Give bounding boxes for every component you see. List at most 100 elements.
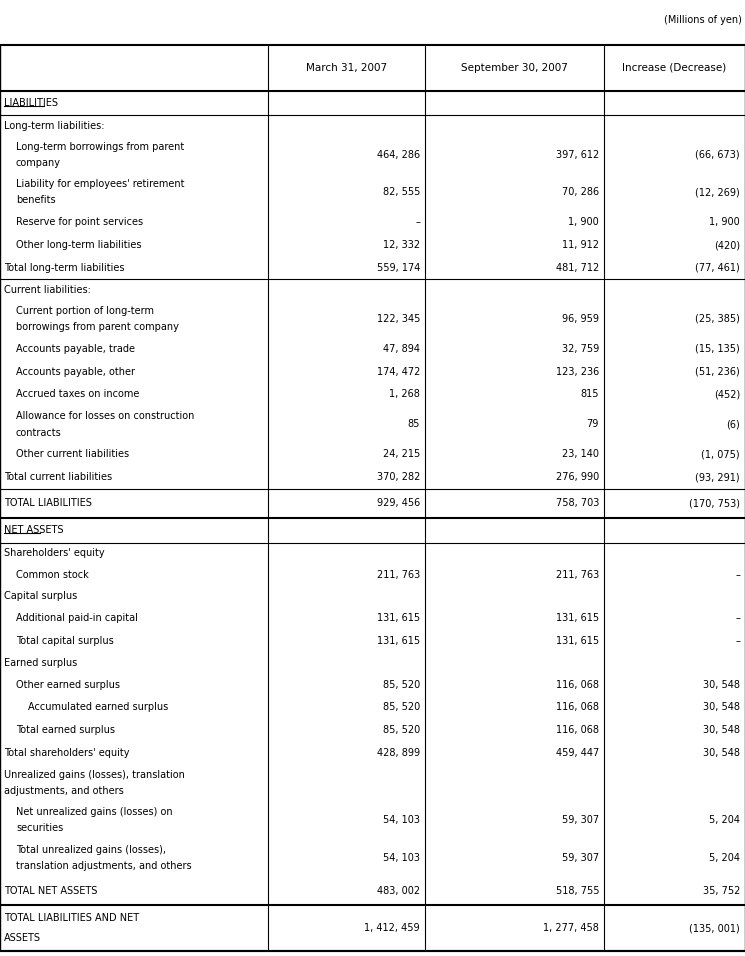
Text: 23, 140: 23, 140 — [562, 449, 599, 460]
Text: (1, 075): (1, 075) — [701, 449, 740, 460]
Text: (Millions of yen): (Millions of yen) — [664, 15, 742, 25]
Text: Common stock: Common stock — [16, 570, 89, 579]
Text: 122, 345: 122, 345 — [377, 314, 420, 324]
Text: 370, 282: 370, 282 — [377, 472, 420, 482]
Text: 518, 755: 518, 755 — [556, 886, 599, 896]
Text: 12, 332: 12, 332 — [383, 240, 420, 250]
Text: –: – — [735, 636, 740, 646]
Text: TOTAL NET ASSETS: TOTAL NET ASSETS — [4, 886, 98, 896]
Text: securities: securities — [16, 823, 63, 834]
Text: 123, 236: 123, 236 — [556, 366, 599, 377]
Text: Accounts payable, other: Accounts payable, other — [16, 366, 135, 377]
Text: 116, 068: 116, 068 — [556, 726, 599, 735]
Text: 1, 900: 1, 900 — [568, 217, 599, 228]
Text: 32, 759: 32, 759 — [562, 344, 599, 354]
Text: Liability for employees' retirement: Liability for employees' retirement — [16, 179, 185, 189]
Text: Accumulated earned surplus: Accumulated earned surplus — [28, 703, 168, 712]
Text: Other earned surplus: Other earned surplus — [16, 680, 120, 689]
Text: 5, 204: 5, 204 — [709, 815, 740, 825]
Text: (135, 001): (135, 001) — [689, 923, 740, 933]
Text: March 31, 2007: March 31, 2007 — [306, 63, 387, 73]
Text: 47, 894: 47, 894 — [383, 344, 420, 354]
Text: 1, 412, 459: 1, 412, 459 — [364, 923, 420, 933]
Text: 428, 899: 428, 899 — [377, 748, 420, 758]
Text: 481, 712: 481, 712 — [556, 263, 599, 272]
Text: 59, 307: 59, 307 — [562, 815, 599, 825]
Text: benefits: benefits — [16, 195, 56, 206]
Text: –: – — [415, 217, 420, 228]
Text: 1, 268: 1, 268 — [389, 389, 420, 400]
Text: Long-term borrowings from parent: Long-term borrowings from parent — [16, 141, 184, 152]
Text: Total current liabilities: Total current liabilities — [4, 472, 112, 482]
Text: Net unrealized gains (losses) on: Net unrealized gains (losses) on — [16, 807, 173, 817]
Text: (93, 291): (93, 291) — [695, 472, 740, 482]
Text: Additional paid-in capital: Additional paid-in capital — [16, 613, 138, 623]
Text: (452): (452) — [714, 389, 740, 400]
Text: Total earned surplus: Total earned surplus — [16, 726, 115, 735]
Text: –: – — [735, 613, 740, 623]
Text: (25, 385): (25, 385) — [695, 314, 740, 324]
Text: (77, 461): (77, 461) — [695, 263, 740, 272]
Text: 79: 79 — [586, 420, 599, 429]
Text: 174, 472: 174, 472 — [377, 366, 420, 377]
Text: 30, 548: 30, 548 — [703, 726, 740, 735]
Text: Reserve for point services: Reserve for point services — [16, 217, 143, 228]
Text: –: – — [735, 570, 740, 579]
Text: 85, 520: 85, 520 — [383, 703, 420, 712]
Text: 82, 555: 82, 555 — [383, 187, 420, 197]
Text: Current liabilities:: Current liabilities: — [4, 285, 91, 294]
Text: 1, 900: 1, 900 — [709, 217, 740, 228]
Text: (66, 673): (66, 673) — [695, 150, 740, 160]
Text: September 30, 2007: September 30, 2007 — [461, 63, 568, 73]
Text: 559, 174: 559, 174 — [377, 263, 420, 272]
Text: 116, 068: 116, 068 — [556, 680, 599, 689]
Text: 59, 307: 59, 307 — [562, 853, 599, 862]
Text: LIABILITIES: LIABILITIES — [4, 98, 58, 108]
Text: 30, 548: 30, 548 — [703, 748, 740, 758]
Text: 11, 912: 11, 912 — [562, 240, 599, 250]
Text: 96, 959: 96, 959 — [562, 314, 599, 324]
Text: Other long-term liabilities: Other long-term liabilities — [16, 240, 142, 250]
Text: Increase (Decrease): Increase (Decrease) — [622, 63, 726, 73]
Text: (15, 135): (15, 135) — [695, 344, 740, 354]
Text: 131, 615: 131, 615 — [556, 613, 599, 623]
Text: adjustments, and others: adjustments, and others — [4, 786, 124, 796]
Text: 70, 286: 70, 286 — [562, 187, 599, 197]
Text: ASSETS: ASSETS — [4, 933, 41, 944]
Text: 35, 752: 35, 752 — [703, 886, 740, 896]
Text: 24, 215: 24, 215 — [383, 449, 420, 460]
Text: 815: 815 — [580, 389, 599, 400]
Text: (170, 753): (170, 753) — [689, 498, 740, 509]
Text: Shareholders' equity: Shareholders' equity — [4, 548, 104, 558]
Text: Total long-term liabilities: Total long-term liabilities — [4, 263, 124, 272]
Text: (420): (420) — [714, 240, 740, 250]
Text: TOTAL LIABILITIES AND NET: TOTAL LIABILITIES AND NET — [4, 913, 139, 923]
Text: company: company — [16, 158, 61, 168]
Text: Total unrealized gains (losses),: Total unrealized gains (losses), — [16, 844, 166, 855]
Text: Accounts payable, trade: Accounts payable, trade — [16, 344, 135, 354]
Text: contracts: contracts — [16, 427, 62, 438]
Text: Allowance for losses on construction: Allowance for losses on construction — [16, 411, 194, 422]
Text: 131, 615: 131, 615 — [377, 613, 420, 623]
Text: 131, 615: 131, 615 — [556, 636, 599, 646]
Text: 54, 103: 54, 103 — [383, 853, 420, 862]
Text: 1, 277, 458: 1, 277, 458 — [543, 923, 599, 933]
Text: NET ASSETS: NET ASSETS — [4, 525, 63, 535]
Text: TOTAL LIABILITIES: TOTAL LIABILITIES — [4, 498, 92, 509]
Text: Current portion of long-term: Current portion of long-term — [16, 306, 154, 315]
Text: 276, 990: 276, 990 — [556, 472, 599, 482]
Text: 211, 763: 211, 763 — [377, 570, 420, 579]
Text: 211, 763: 211, 763 — [556, 570, 599, 579]
Text: 85, 520: 85, 520 — [383, 680, 420, 689]
Text: 464, 286: 464, 286 — [377, 150, 420, 160]
Text: Other current liabilities: Other current liabilities — [16, 449, 129, 460]
Text: 54, 103: 54, 103 — [383, 815, 420, 825]
Text: Total shareholders' equity: Total shareholders' equity — [4, 748, 130, 758]
Text: 483, 002: 483, 002 — [377, 886, 420, 896]
Text: 30, 548: 30, 548 — [703, 703, 740, 712]
Text: Capital surplus: Capital surplus — [4, 592, 77, 601]
Text: (12, 269): (12, 269) — [695, 187, 740, 197]
Text: 116, 068: 116, 068 — [556, 703, 599, 712]
Text: 131, 615: 131, 615 — [377, 636, 420, 646]
Text: Earned surplus: Earned surplus — [4, 658, 77, 668]
